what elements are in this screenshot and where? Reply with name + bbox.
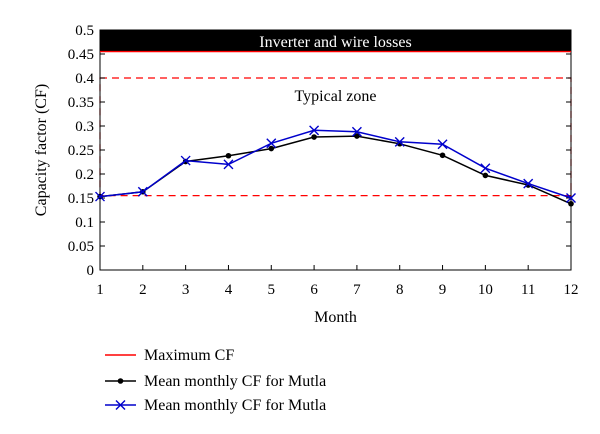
y-tick-label: 0.25 — [68, 143, 94, 159]
data-point — [437, 139, 448, 150]
data-point — [311, 134, 317, 140]
data-point — [482, 172, 489, 179]
x-tick-label: 9 — [439, 282, 447, 298]
x-tick-label: 3 — [182, 282, 190, 298]
legend-label: Mean monthly CF for Mutla — [144, 373, 326, 390]
losses-band-label: Inverter and wire losses — [259, 34, 411, 51]
x-tick-label: 8 — [396, 282, 404, 298]
plot-area: Inverter and wire losses Typical zone 0 0.0… — [68, 23, 579, 298]
series-line-1 — [99, 135, 572, 205]
y-tick-label: 0.15 — [68, 191, 94, 207]
x-tick-label: 1 — [96, 282, 104, 298]
marker-x-stroke — [309, 125, 320, 136]
data-point — [223, 159, 234, 170]
data-point — [180, 155, 191, 166]
x-tick-label: 10 — [478, 282, 493, 298]
marker-x-stroke — [180, 155, 191, 166]
marker-x-stroke — [566, 193, 576, 203]
data-point — [523, 178, 534, 189]
axes-frame — [99, 29, 572, 271]
x-tick-label: 2 — [139, 282, 147, 298]
marker-x-stroke — [351, 126, 362, 137]
legend-label: Maximum CF — [144, 347, 234, 364]
legend-swatch-marker — [117, 378, 124, 384]
marker-x-stroke — [394, 136, 405, 147]
marker-x-stroke — [223, 159, 234, 170]
y-tick-label: 0.35 — [68, 95, 94, 111]
x-tick-label: 6 — [310, 282, 318, 298]
y-tick-label: 0 — [87, 263, 95, 279]
data-point — [566, 193, 576, 203]
marker-x-stroke — [266, 138, 277, 149]
marker-x-stroke — [437, 139, 448, 150]
data-point — [137, 186, 148, 197]
marker-x-stroke — [115, 400, 126, 410]
y-axis-title: Capacity factor (CF) — [33, 84, 50, 216]
data-point — [480, 163, 491, 174]
x-axis-title: Month — [314, 309, 357, 326]
y-tick-label: 0.3 — [75, 119, 94, 135]
y-tick-label: 0.45 — [68, 47, 94, 63]
marker-x-stroke — [480, 163, 491, 174]
data-point — [95, 191, 105, 202]
data-point — [225, 152, 232, 159]
typical-zone-label: Typical zone — [295, 88, 377, 105]
legend-label: Mean monthly CF for Mutla — [144, 397, 326, 414]
y-tick-label: 0.5 — [75, 23, 94, 39]
y-tick-label: 0.1 — [75, 215, 94, 231]
marker-x-stroke — [95, 191, 105, 202]
series-line-2 — [99, 129, 572, 199]
data-point — [354, 133, 360, 139]
x-tick-label: 11 — [521, 282, 535, 298]
data-point — [268, 145, 275, 152]
x-tick-label: 4 — [225, 282, 233, 298]
data-point — [351, 126, 362, 137]
data-point — [309, 125, 320, 136]
data-point — [568, 200, 574, 207]
data-point — [394, 136, 405, 147]
x-tick-label: 12 — [564, 282, 579, 298]
marker-x-stroke — [523, 178, 534, 189]
data-point — [266, 138, 277, 149]
y-tick-label: 0.05 — [68, 239, 94, 255]
legend: Maximum CF Mean monthly CF for Mutla Mean … — [105, 347, 326, 414]
losses-band — [100, 30, 571, 52]
x-tick-label: 5 — [268, 282, 276, 298]
data-point — [439, 152, 446, 159]
y-tick-label: 0.2 — [75, 167, 94, 183]
x-tick-label: 7 — [353, 282, 361, 298]
y-tick-label: 0.4 — [75, 71, 94, 87]
legend-swatch-marker — [115, 400, 126, 410]
marker-x-stroke — [137, 186, 148, 197]
